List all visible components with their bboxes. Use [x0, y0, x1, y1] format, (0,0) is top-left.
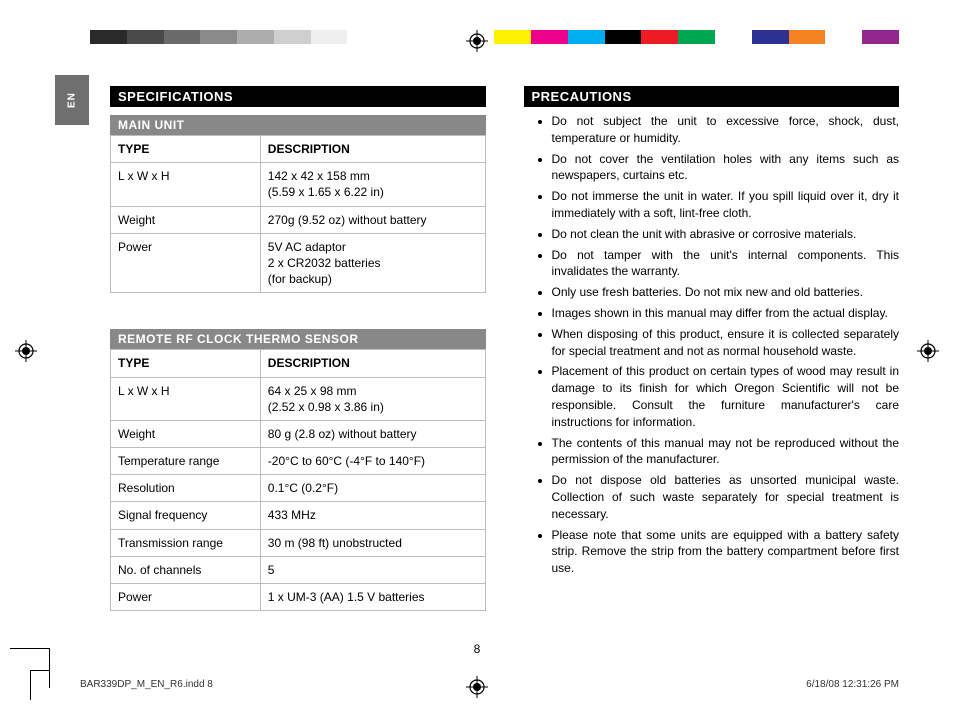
table-row: Power5V AC adaptor2 x CR2032 batteries(f…: [111, 233, 486, 293]
specifications-heading: SPECIFICATIONS: [110, 86, 486, 107]
remote-table: TYPE DESCRIPTION L x W x H64 x 25 x 98 m…: [110, 349, 486, 611]
table-header: DESCRIPTION: [260, 136, 485, 163]
registration-mark-top: [466, 30, 488, 52]
table-cell: 30 m (98 ft) unobstructed: [260, 529, 485, 556]
list-item: Do not clean the unit with abrasive or c…: [552, 226, 900, 243]
color-swatch: [605, 30, 642, 44]
table-row: Weight80 g (2.8 oz) without battery: [111, 420, 486, 447]
table-cell: 5: [260, 556, 485, 583]
color-swatch: [862, 30, 899, 44]
table-cell: -20°C to 60°C (-4°F to 140°F): [260, 448, 485, 475]
table-cell: 433 MHz: [260, 502, 485, 529]
table-cell: Transmission range: [111, 529, 261, 556]
print-footer: BAR339DP_M_EN_R6.indd 8 6/18/08 12:31:26…: [80, 679, 899, 690]
table-cell: Power: [111, 233, 261, 293]
page-root: EN SPECIFICATIONS MAIN UNIT TYPE DESCRIP…: [0, 0, 954, 714]
registration-mark-right: [917, 340, 939, 362]
table-row: L x W x H64 x 25 x 98 mm(2.52 x 0.98 x 3…: [111, 377, 486, 420]
table-cell: 80 g (2.8 oz) without battery: [260, 420, 485, 447]
table-cell: Temperature range: [111, 448, 261, 475]
color-swatch: [311, 30, 348, 44]
color-swatch: [200, 30, 237, 44]
color-swatch: [127, 30, 164, 44]
table-cell: 142 x 42 x 158 mm(5.59 x 1.65 x 6.22 in): [260, 163, 485, 206]
table-cell: L x W x H: [111, 377, 261, 420]
remote-heading: REMOTE RF CLOCK THERMO SENSOR: [110, 329, 486, 349]
table-row: L x W x H142 x 42 x 158 mm(5.59 x 1.65 x…: [111, 163, 486, 206]
list-item: Do not immerse the unit in water. If you…: [552, 188, 900, 222]
color-swatch: [494, 30, 531, 44]
color-swatch: [825, 30, 862, 44]
registration-mark-left: [15, 340, 37, 362]
table-row: Temperature range-20°C to 60°C (-4°F to …: [111, 448, 486, 475]
footer-filename: BAR339DP_M_EN_R6.indd 8: [80, 679, 213, 690]
table-cell: Power: [111, 584, 261, 611]
color-swatch: [568, 30, 605, 44]
table-row: Weight270g (9.52 oz) without battery: [111, 206, 486, 233]
table-cell: L x W x H: [111, 163, 261, 206]
table-row: No. of channels5: [111, 556, 486, 583]
table-cell: Signal frequency: [111, 502, 261, 529]
table-cell: 1 x UM-3 (AA) 1.5 V batteries: [260, 584, 485, 611]
list-item: Placement of this product on certain typ…: [552, 363, 900, 430]
table-header: TYPE: [111, 350, 261, 377]
language-tab: EN: [55, 75, 89, 125]
table-cell: 270g (9.52 oz) without battery: [260, 206, 485, 233]
list-item: Please note that some units are equipped…: [552, 527, 900, 577]
table-cell: 64 x 25 x 98 mm(2.52 x 0.98 x 3.86 in): [260, 377, 485, 420]
color-swatch: [274, 30, 311, 44]
list-item: Do not tamper with the unit's internal c…: [552, 247, 900, 281]
color-swatch: [641, 30, 678, 44]
color-swatch: [715, 30, 752, 44]
main-unit-heading: MAIN UNIT: [110, 115, 486, 135]
main-unit-tbody: L x W x H142 x 42 x 158 mm(5.59 x 1.65 x…: [111, 163, 486, 293]
color-swatch: [531, 30, 568, 44]
table-cell: 0.1°C (0.2°F): [260, 475, 485, 502]
color-swatch: [789, 30, 826, 44]
color-swatch: [752, 30, 789, 44]
color-swatch: [347, 30, 384, 44]
left-column: SPECIFICATIONS MAIN UNIT TYPE DESCRIPTIO…: [110, 86, 486, 634]
table-header: TYPE: [111, 136, 261, 163]
main-content: SPECIFICATIONS MAIN UNIT TYPE DESCRIPTIO…: [110, 86, 899, 634]
remote-tbody: L x W x H64 x 25 x 98 mm(2.52 x 0.98 x 3…: [111, 377, 486, 611]
list-item: When disposing of this product, ensure i…: [552, 326, 900, 360]
table-header: DESCRIPTION: [260, 350, 485, 377]
color-swatch: [678, 30, 715, 44]
color-swatch: [90, 30, 127, 44]
crop-mark-bl2: [30, 670, 50, 700]
table-row: Power1 x UM-3 (AA) 1.5 V batteries: [111, 584, 486, 611]
precautions-list: Do not subject the unit to excessive for…: [524, 113, 900, 577]
table-row: Signal frequency433 MHz: [111, 502, 486, 529]
table-cell: No. of channels: [111, 556, 261, 583]
color-swatch: [164, 30, 201, 44]
footer-timestamp: 6/18/08 12:31:26 PM: [806, 679, 899, 690]
color-registration-bar: [90, 30, 899, 44]
list-item: Do not cover the ventilation holes with …: [552, 151, 900, 185]
color-swatch: [421, 30, 458, 44]
color-swatch: [237, 30, 274, 44]
table-cell: Weight: [111, 206, 261, 233]
precautions-heading: PRECAUTIONS: [524, 86, 900, 107]
list-item: The contents of this manual may not be r…: [552, 435, 900, 469]
page-number: 8: [0, 642, 954, 656]
list-item: Do not subject the unit to excessive for…: [552, 113, 900, 147]
table-row: Resolution0.1°C (0.2°F): [111, 475, 486, 502]
table-row: Transmission range30 m (98 ft) unobstruc…: [111, 529, 486, 556]
list-item: Only use fresh batteries. Do not mix new…: [552, 284, 900, 301]
spacer: [110, 293, 486, 321]
list-item: Images shown in this manual may differ f…: [552, 305, 900, 322]
main-unit-table: TYPE DESCRIPTION L x W x H142 x 42 x 158…: [110, 135, 486, 293]
right-column: PRECAUTIONS Do not subject the unit to e…: [524, 86, 900, 634]
list-item: Do not dispose old batteries as unsorted…: [552, 472, 900, 522]
table-cell: 5V AC adaptor2 x CR2032 batteries(for ba…: [260, 233, 485, 293]
color-swatch: [384, 30, 421, 44]
table-cell: Resolution: [111, 475, 261, 502]
table-cell: Weight: [111, 420, 261, 447]
